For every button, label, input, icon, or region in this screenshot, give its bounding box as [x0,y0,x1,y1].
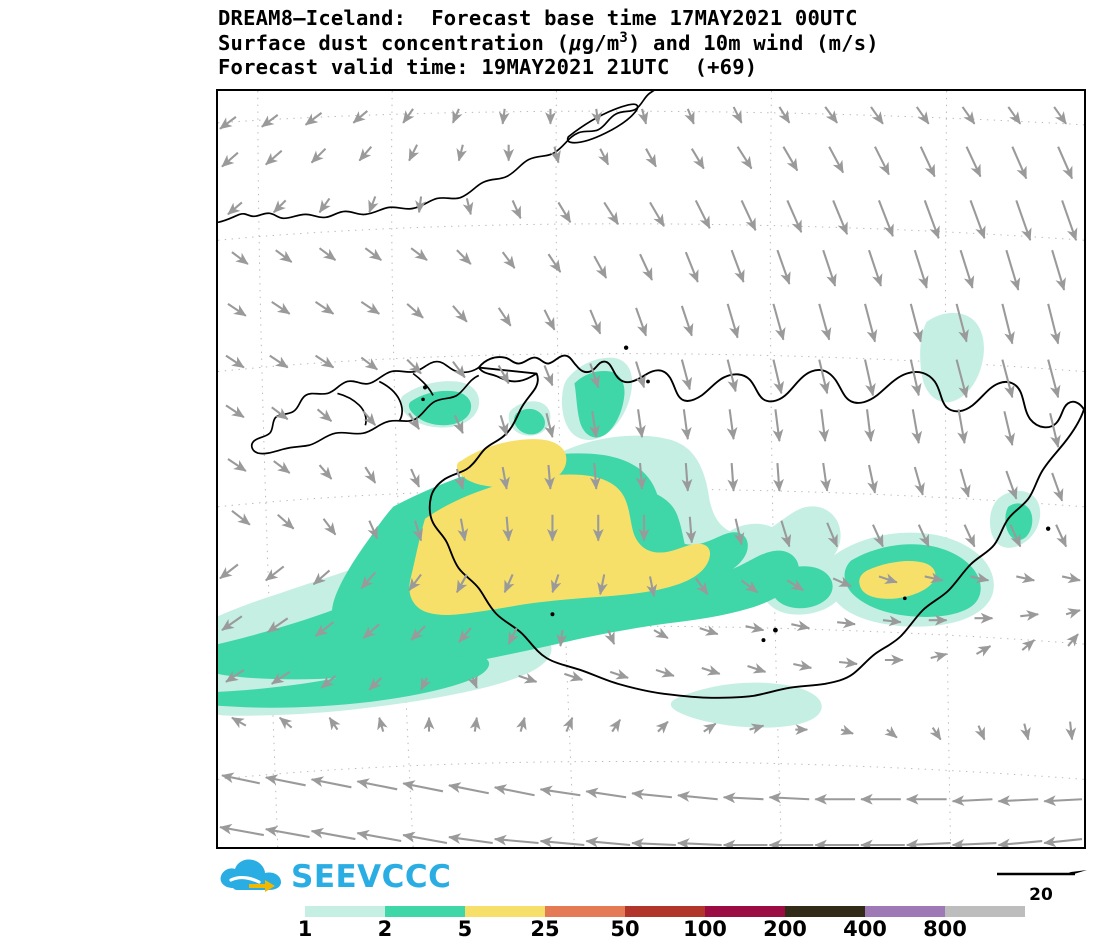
colorbar-swatch-400-800[interactable] [865,906,945,917]
title-line-valid-time: Forecast valid time: 19MAY2021 21UTC (+6… [218,55,758,79]
title-units-exponent: 3 [619,29,628,46]
colorbar-swatch-50-100[interactable] [625,906,705,917]
colorbar-tick-25: 25 [530,917,560,941]
title-line-variable: Surface dust concentration (μg/m3) and 1… [218,31,1078,56]
colorbar-tick-100: 100 [683,917,727,941]
coastline-westfjords [250,360,480,455]
colorbar-tick-800: 800 [923,917,967,941]
colorbar-tick-1: 1 [297,917,313,941]
micro-symbol: μ [569,30,582,55]
map-gridlines [218,91,1084,847]
seevccc-logo: SEEVCCC [219,858,451,896]
map-plot-frame[interactable] [216,89,1086,849]
title-variable-suffix: ) and 10m wind (m/s) [627,30,879,55]
colorbar-tick-labels: 1 2 5 25 50 100 200 400 800 [298,917,1025,943]
colorbar-swatch-200-400[interactable] [785,906,865,917]
colorbar[interactable]: 1 2 5 25 50 100 200 400 800 [298,906,1025,943]
colorbar-swatch-5-25[interactable] [465,906,545,917]
wind-reference-label: 20 [1029,885,1053,905]
title-line-base-time: DREAM8—Iceland: Forecast base time 17MAY… [218,6,858,30]
colorbar-swatch-100-200[interactable] [705,906,785,917]
coastline-islets [421,345,1051,643]
colorbar-swatch-25-50[interactable] [545,906,625,917]
colorbar-tick-5: 5 [457,917,473,941]
coastline-greenland [218,91,655,224]
colorbar-tick-50: 50 [610,917,640,941]
coastline-greenland-spur [566,103,639,144]
seevccc-logo-text: SEEVCCC [291,858,452,895]
chart-title-block: DREAM8—Iceland: Forecast base time 17MAY… [218,6,1078,80]
wind-vectors [219,106,1083,847]
colorbar-tick-2: 2 [377,917,393,941]
colorbar-swatch-2-5[interactable] [385,906,465,917]
map-canvas[interactable] [218,91,1084,847]
title-units-mid: g/m [581,30,620,55]
colorbar-swatch-1-2[interactable] [305,906,385,917]
wind-arrow-icon [997,870,1087,876]
wind-reference-vector: 20 [995,866,1087,904]
colorbar-swatches[interactable] [305,906,1025,917]
title-variable-prefix: Surface dust concentration ( [218,30,570,55]
colorbar-tick-400: 400 [843,917,887,941]
cloud-icon [220,859,281,892]
colorbar-swatch->800[interactable] [945,906,1025,917]
colorbar-tick-200: 200 [763,917,807,941]
